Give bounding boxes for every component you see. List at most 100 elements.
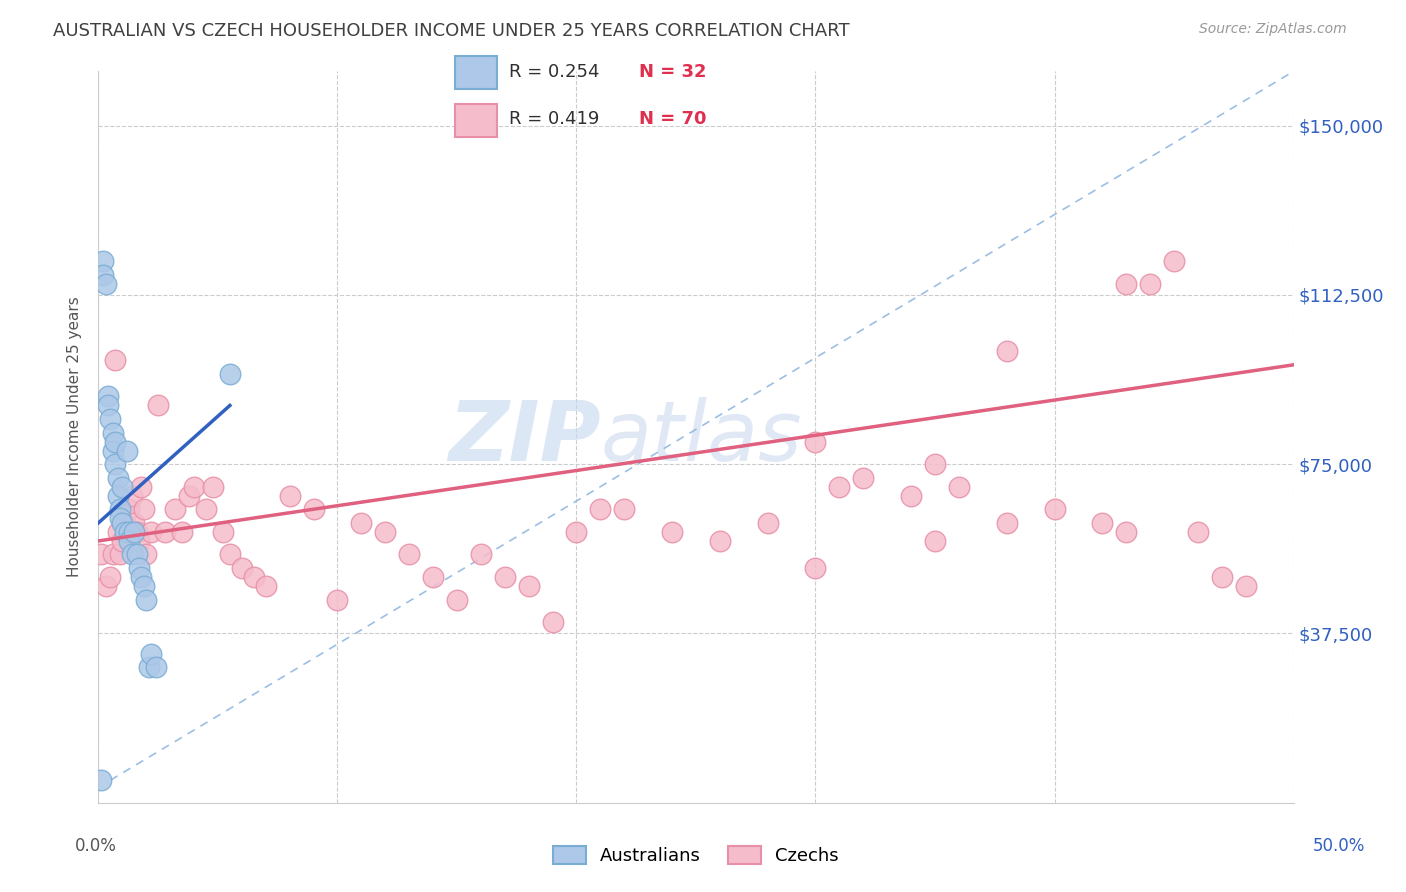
Point	[107, 489, 129, 503]
Point	[118, 533, 141, 548]
Text: atlas: atlas	[600, 397, 801, 477]
Point	[494, 570, 516, 584]
Point	[422, 570, 444, 584]
Point	[219, 548, 242, 562]
Point	[243, 570, 266, 584]
Point	[132, 579, 155, 593]
Point	[107, 524, 129, 539]
Point	[139, 524, 162, 539]
Point	[135, 592, 157, 607]
Point	[148, 399, 170, 413]
Point	[1091, 516, 1114, 530]
Point	[97, 389, 120, 403]
Point	[118, 524, 141, 539]
Point	[131, 570, 153, 584]
Point	[470, 548, 492, 562]
Point	[115, 443, 138, 458]
Point	[108, 502, 131, 516]
Text: 0.0%: 0.0%	[75, 837, 117, 855]
Point	[202, 480, 225, 494]
Point	[804, 434, 827, 449]
Point	[948, 480, 970, 494]
Point	[1234, 579, 1257, 593]
Point	[98, 412, 122, 426]
Point	[254, 579, 277, 593]
Point	[804, 561, 827, 575]
Point	[118, 524, 141, 539]
Point	[107, 471, 129, 485]
Text: Source: ZipAtlas.com: Source: ZipAtlas.com	[1199, 22, 1347, 37]
Legend: Australians, Czechs: Australians, Czechs	[544, 837, 848, 874]
Point	[97, 399, 120, 413]
Point	[111, 533, 134, 548]
Point	[900, 489, 922, 503]
FancyBboxPatch shape	[456, 56, 498, 88]
Point	[517, 579, 540, 593]
Point	[446, 592, 468, 607]
Point	[124, 524, 146, 539]
Point	[852, 471, 875, 485]
Point	[139, 647, 162, 661]
Point	[90, 548, 112, 562]
Point	[138, 660, 160, 674]
Point	[756, 516, 779, 530]
Point	[1187, 524, 1209, 539]
Point	[132, 502, 155, 516]
FancyBboxPatch shape	[456, 104, 498, 137]
Text: ZIP: ZIP	[447, 397, 600, 477]
Point	[924, 533, 946, 548]
Point	[98, 570, 122, 584]
Point	[172, 524, 194, 539]
Point	[101, 548, 124, 562]
Point	[145, 660, 167, 674]
Point	[121, 489, 143, 503]
Text: R = 0.419: R = 0.419	[509, 111, 600, 128]
Point	[374, 524, 396, 539]
Point	[541, 615, 564, 630]
Point	[104, 457, 127, 471]
Point	[115, 502, 138, 516]
Point	[828, 480, 851, 494]
Point	[101, 443, 124, 458]
Text: N = 70: N = 70	[640, 111, 707, 128]
Point	[94, 277, 117, 291]
Point	[589, 502, 612, 516]
Point	[183, 480, 205, 494]
Point	[350, 516, 373, 530]
Y-axis label: Householder Income Under 25 years: Householder Income Under 25 years	[67, 297, 83, 577]
Point	[104, 434, 127, 449]
Point	[398, 548, 420, 562]
Point	[118, 502, 141, 516]
Point	[924, 457, 946, 471]
Point	[91, 254, 114, 268]
Point	[94, 579, 117, 593]
Point	[131, 480, 153, 494]
Point	[121, 548, 143, 562]
Text: AUSTRALIAN VS CZECH HOUSEHOLDER INCOME UNDER 25 YEARS CORRELATION CHART: AUSTRALIAN VS CZECH HOUSEHOLDER INCOME U…	[53, 22, 851, 40]
Point	[1139, 277, 1161, 291]
Point	[125, 524, 148, 539]
Point	[91, 268, 114, 282]
Point	[90, 773, 112, 788]
Point	[125, 548, 148, 562]
Point	[1115, 277, 1137, 291]
Point	[124, 516, 146, 530]
Point	[128, 533, 150, 548]
Point	[613, 502, 636, 516]
Point	[1163, 254, 1185, 268]
Point	[326, 592, 349, 607]
Point	[709, 533, 731, 548]
Point	[111, 480, 134, 494]
Point	[179, 489, 201, 503]
Point	[1211, 570, 1233, 584]
Point	[302, 502, 325, 516]
Point	[278, 489, 301, 503]
Point	[108, 511, 131, 525]
Text: N = 32: N = 32	[640, 63, 707, 81]
Point	[219, 367, 242, 381]
Point	[1043, 502, 1066, 516]
Point	[111, 516, 134, 530]
Point	[101, 425, 124, 440]
Text: 50.0%: 50.0%	[1312, 837, 1365, 855]
Point	[565, 524, 588, 539]
